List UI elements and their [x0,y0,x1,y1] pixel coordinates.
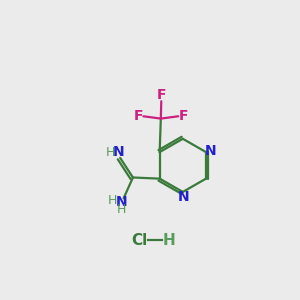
Text: H: H [106,146,116,159]
Text: F: F [157,88,166,103]
Text: F: F [134,109,143,123]
Text: N: N [178,190,189,204]
Text: N: N [112,145,124,159]
Text: H: H [117,203,126,216]
Text: Cl: Cl [132,233,148,248]
Text: N: N [204,144,216,158]
Text: N: N [116,195,127,209]
Text: F: F [178,109,188,123]
Text: H: H [163,233,175,248]
Text: H: H [108,194,117,207]
